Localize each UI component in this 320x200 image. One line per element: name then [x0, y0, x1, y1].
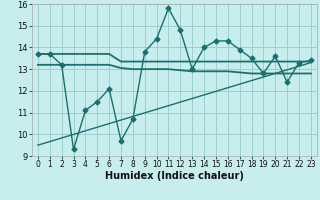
X-axis label: Humidex (Indice chaleur): Humidex (Indice chaleur) [105, 171, 244, 181]
